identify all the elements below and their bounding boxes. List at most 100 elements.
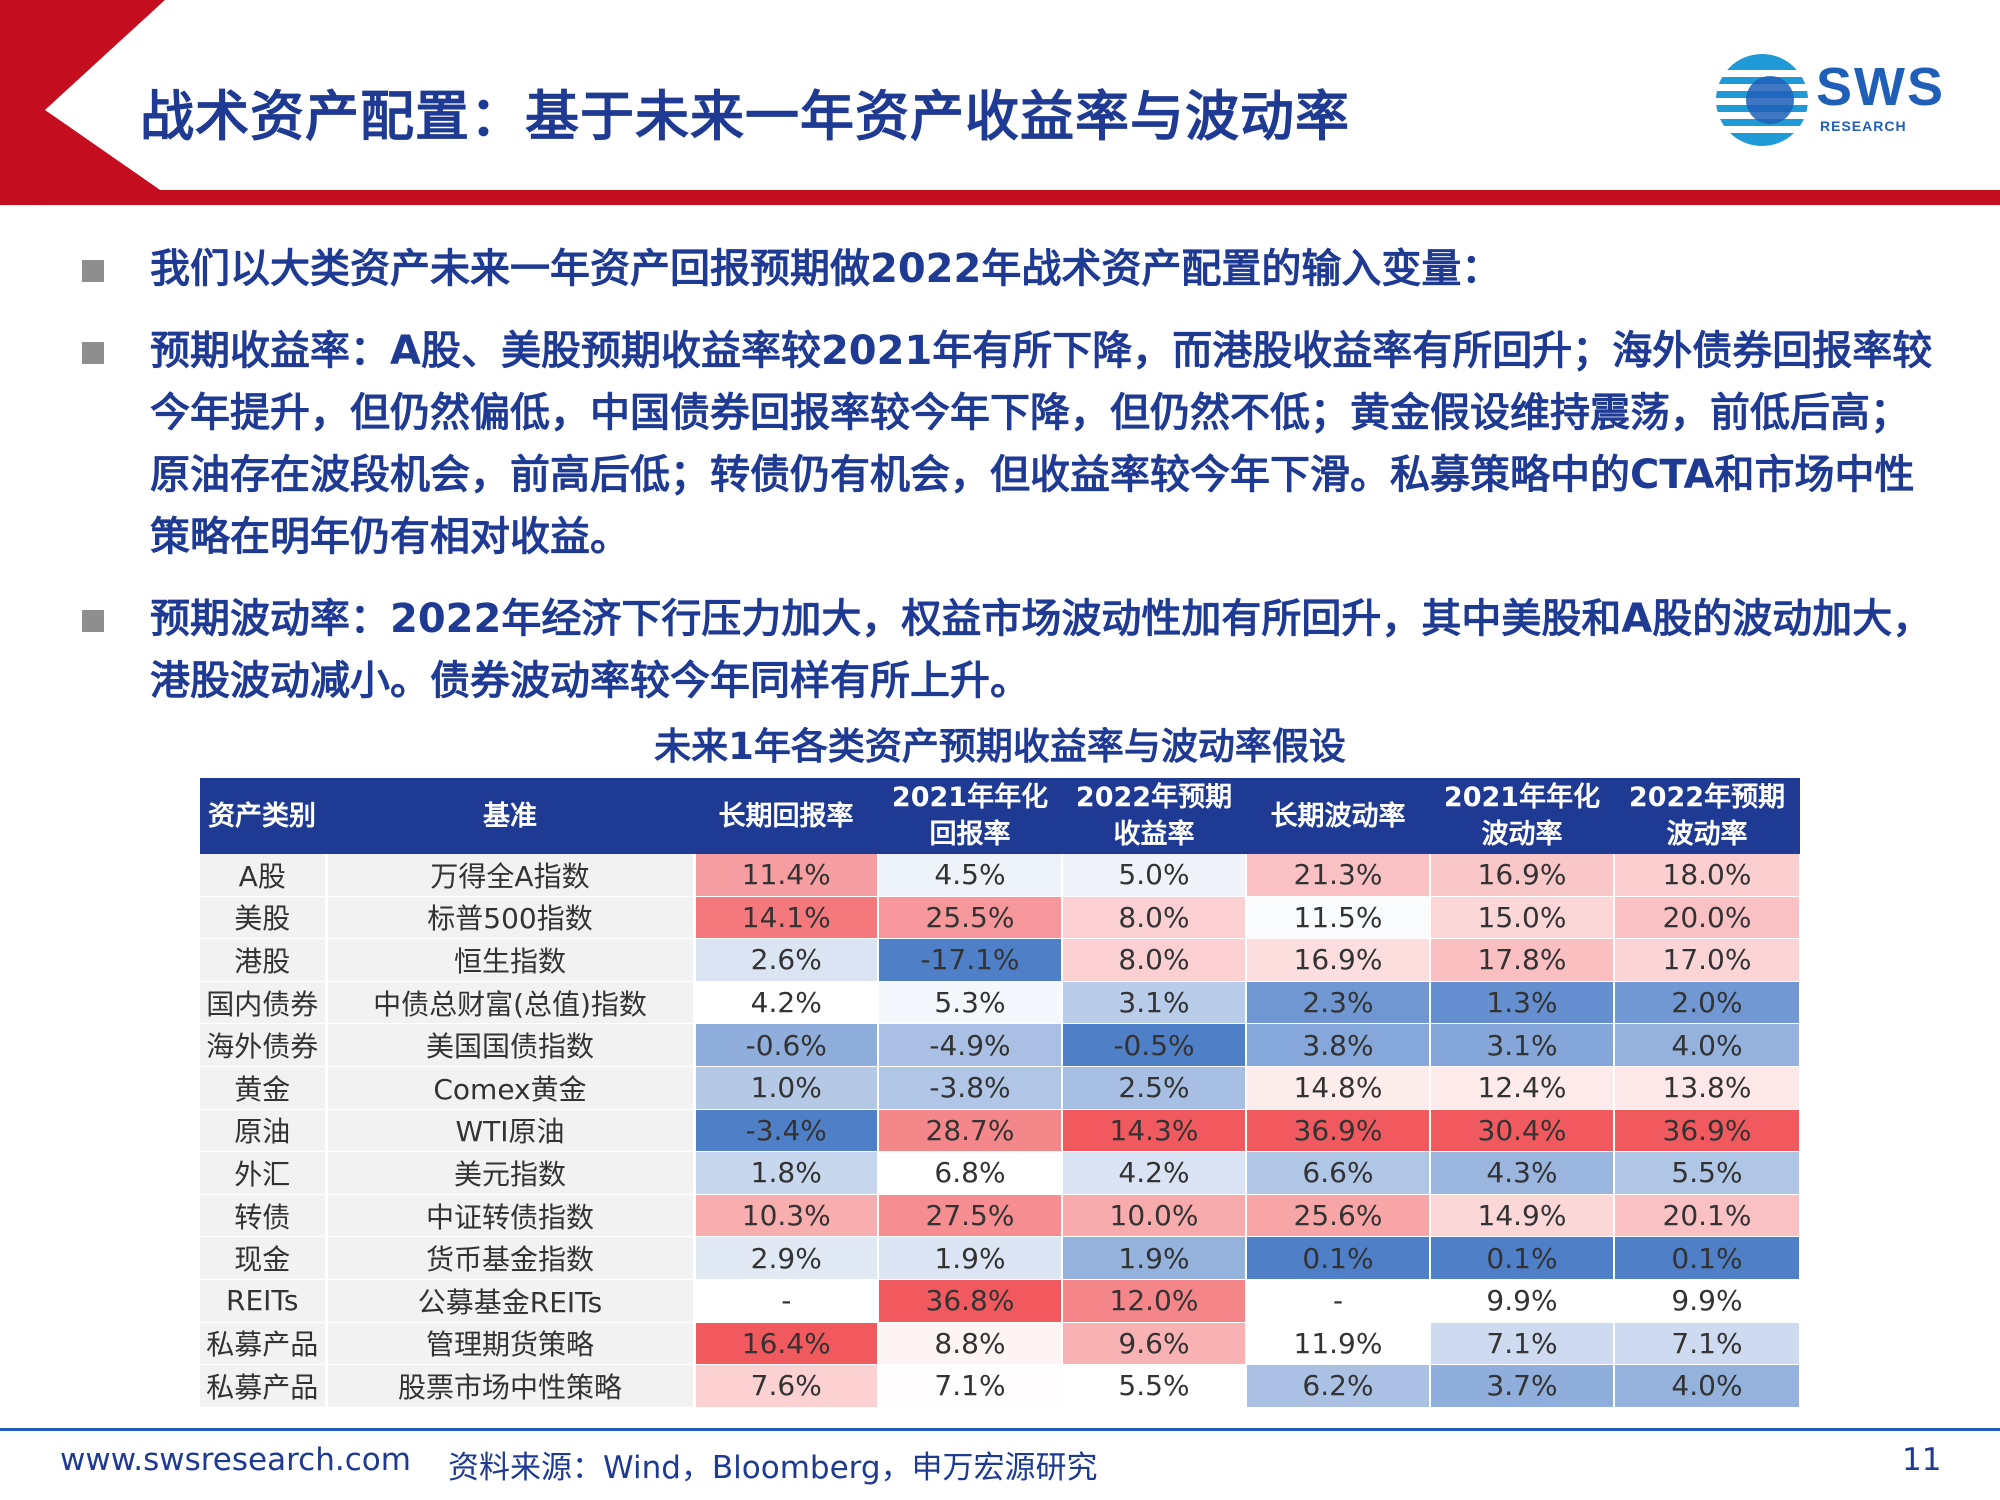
table-row: 外汇 美元指数 1.8% 6.8% 4.2% 6.6% 4.3% 5.5% [200, 1151, 1801, 1195]
table-row: 美股 标普500指数 14.1% 25.5% 8.0% 11.5% 15.0% 20.0% [200, 896, 1801, 940]
table-row: 海外债券 美国国债指数 -0.6% -4.9% -0.5% 3.8% 3.1% 4.0% [200, 1023, 1801, 1067]
bullet-item: 预期波动率：2022年经济下行压力加大，权益市场波动性加有所回升，其中美股和A股… [78, 588, 1948, 712]
benchmark-cell: 美国国债指数 [326, 1023, 696, 1067]
table-row: 私募产品 管理期货策略 16.4% 8.8% 9.6% 11.9% 7.1% 7.1% [200, 1322, 1801, 1366]
benchmark-cell: 恒生指数 [326, 938, 696, 982]
footer-website: www.swsresearch.com [60, 1442, 411, 1478]
benchmark-cell: WTI原油 [326, 1109, 696, 1153]
asset-category-cell: 原油 [200, 1109, 328, 1153]
value-cell: 6.6% [1246, 1151, 1431, 1195]
bullet-text: 预期波动率：2022年经济下行压力加大，权益市场波动性加有所回升，其中美股和A股… [150, 596, 1933, 704]
asset-category-cell: 外汇 [200, 1151, 328, 1195]
table-row: 原油 WTI原油 -3.4% 28.7% 14.3% 36.9% 30.4% 36.9% [200, 1109, 1801, 1153]
asset-category-cell: 转债 [200, 1194, 328, 1238]
value-cell: 13.8% [1614, 1066, 1801, 1110]
value-cell: 4.0% [1614, 1364, 1801, 1408]
benchmark-cell: 美元指数 [326, 1151, 696, 1195]
column-header: 2022年预期收益率 [1062, 778, 1246, 854]
column-header: 长期回报率 [694, 778, 878, 854]
value-cell: 30.4% [1430, 1109, 1615, 1153]
footer-divider [0, 1428, 2000, 1431]
table-row: 黄金 Comex黄金 1.0% -3.8% 2.5% 14.8% 12.4% 13.8% [200, 1066, 1801, 1110]
value-cell: 1.8% [694, 1151, 879, 1195]
bullet-square-icon [82, 260, 104, 282]
value-cell: 21.3% [1246, 854, 1431, 897]
value-cell: 7.6% [694, 1364, 879, 1408]
asset-category-cell: 私募产品 [200, 1364, 328, 1408]
value-cell: 2.5% [1062, 1066, 1247, 1110]
value-cell: 8.8% [878, 1322, 1063, 1366]
value-cell: 9.9% [1614, 1279, 1801, 1323]
value-cell: 11.5% [1246, 896, 1431, 940]
value-cell: 25.5% [878, 896, 1063, 940]
asset-category-cell: 海外债券 [200, 1023, 328, 1067]
bullet-list: 我们以大类资产未来一年资产回报预期做2022年战术资产配置的输入变量： 预期收益… [78, 238, 1948, 732]
asset-assumption-table: 资产类别 基准 长期回报率 2021年年化回报率 2022年预期收益率 长期波动… [200, 778, 1801, 1408]
value-cell: 14.8% [1246, 1066, 1431, 1110]
value-cell: 0.1% [1246, 1236, 1431, 1280]
table-row: REITs 公募基金REITs -36.8% 12.0% -9.9% 9.9% [200, 1279, 1801, 1323]
sws-logo: SWS RESEARCH [1712, 50, 1952, 150]
value-cell: - [694, 1279, 879, 1323]
value-cell: 9.6% [1062, 1322, 1247, 1366]
value-cell: 4.3% [1430, 1151, 1615, 1195]
asset-category-cell: A股 [200, 854, 328, 897]
bullet-item: 预期收益率：A股、美股预期收益率较2021年有所下降，而港股收益率有所回升；海外… [78, 320, 1948, 568]
value-cell: 10.0% [1062, 1194, 1247, 1238]
column-header: 2021年年化回报率 [878, 778, 1062, 854]
asset-category-cell: 港股 [200, 938, 328, 982]
value-cell: 17.8% [1430, 938, 1615, 982]
value-cell: 4.2% [1062, 1151, 1247, 1195]
value-cell: 5.5% [1062, 1364, 1247, 1408]
value-cell: 20.0% [1614, 896, 1801, 940]
value-cell: 5.0% [1062, 854, 1247, 897]
value-cell: 14.3% [1062, 1109, 1247, 1153]
value-cell: -3.8% [878, 1066, 1063, 1110]
column-header: 资产类别 [200, 778, 326, 854]
bullet-square-icon [82, 342, 104, 364]
value-cell: 25.6% [1246, 1194, 1431, 1238]
column-header: 基准 [326, 778, 694, 854]
benchmark-cell: 万得全A指数 [326, 854, 696, 897]
table-body: A股 万得全A指数 11.4% 4.5% 5.0% 21.3% 16.9% 18.0% 美股 标普… [200, 854, 1801, 1408]
benchmark-cell: 公募基金REITs [326, 1279, 696, 1323]
benchmark-cell: 货币基金指数 [326, 1236, 696, 1280]
value-cell: 7.1% [878, 1364, 1063, 1408]
bullet-text: 我们以大类资产未来一年资产回报预期做2022年战术资产配置的输入变量： [150, 246, 1502, 292]
value-cell: 36.9% [1614, 1109, 1801, 1153]
value-cell: 3.8% [1246, 1023, 1431, 1067]
asset-category-cell: REITs [200, 1279, 328, 1323]
value-cell: 18.0% [1614, 854, 1801, 897]
value-cell: 3.1% [1430, 1023, 1615, 1067]
value-cell: 4.0% [1614, 1023, 1801, 1067]
value-cell: 17.0% [1614, 938, 1801, 982]
value-cell: 1.9% [1062, 1236, 1247, 1280]
benchmark-cell: 标普500指数 [326, 896, 696, 940]
value-cell: 1.0% [694, 1066, 879, 1110]
value-cell: -0.6% [694, 1023, 879, 1067]
value-cell: 14.9% [1430, 1194, 1615, 1238]
column-header: 2021年年化波动率 [1430, 778, 1614, 854]
table-row: 私募产品 股票市场中性策略 7.6% 7.1% 5.5% 6.2% 3.7% 4.0% [200, 1364, 1801, 1408]
slide-header: 战术资产配置：基于未来一年资产收益率与波动率 SWS RESEARCH [0, 0, 2000, 210]
value-cell: -4.9% [878, 1023, 1063, 1067]
asset-category-cell: 国内债券 [200, 981, 328, 1025]
value-cell: 16.9% [1246, 938, 1431, 982]
value-cell: 1.3% [1430, 981, 1615, 1025]
value-cell: 36.8% [878, 1279, 1063, 1323]
asset-category-cell: 私募产品 [200, 1322, 328, 1366]
value-cell: 3.1% [1062, 981, 1247, 1025]
benchmark-cell: Comex黄金 [326, 1066, 696, 1110]
value-cell: 6.2% [1246, 1364, 1431, 1408]
bullet-square-icon [82, 610, 104, 632]
table-row: 港股 恒生指数 2.6% -17.1% 8.0% 16.9% 17.8% 17.0% [200, 938, 1801, 982]
page-number: 11 [1902, 1442, 1942, 1478]
logo-subtext: RESEARCH [1820, 118, 1907, 134]
value-cell: - [1246, 1279, 1431, 1323]
table-row: 国内债券 中债总财富(总值)指数 4.2% 5.3% 3.1% 2.3% 1.3% 2.0% [200, 981, 1801, 1025]
benchmark-cell: 股票市场中性策略 [326, 1364, 696, 1408]
value-cell: 2.3% [1246, 981, 1431, 1025]
value-cell: 3.7% [1430, 1364, 1615, 1408]
asset-category-cell: 现金 [200, 1236, 328, 1280]
value-cell: 36.9% [1246, 1109, 1431, 1153]
